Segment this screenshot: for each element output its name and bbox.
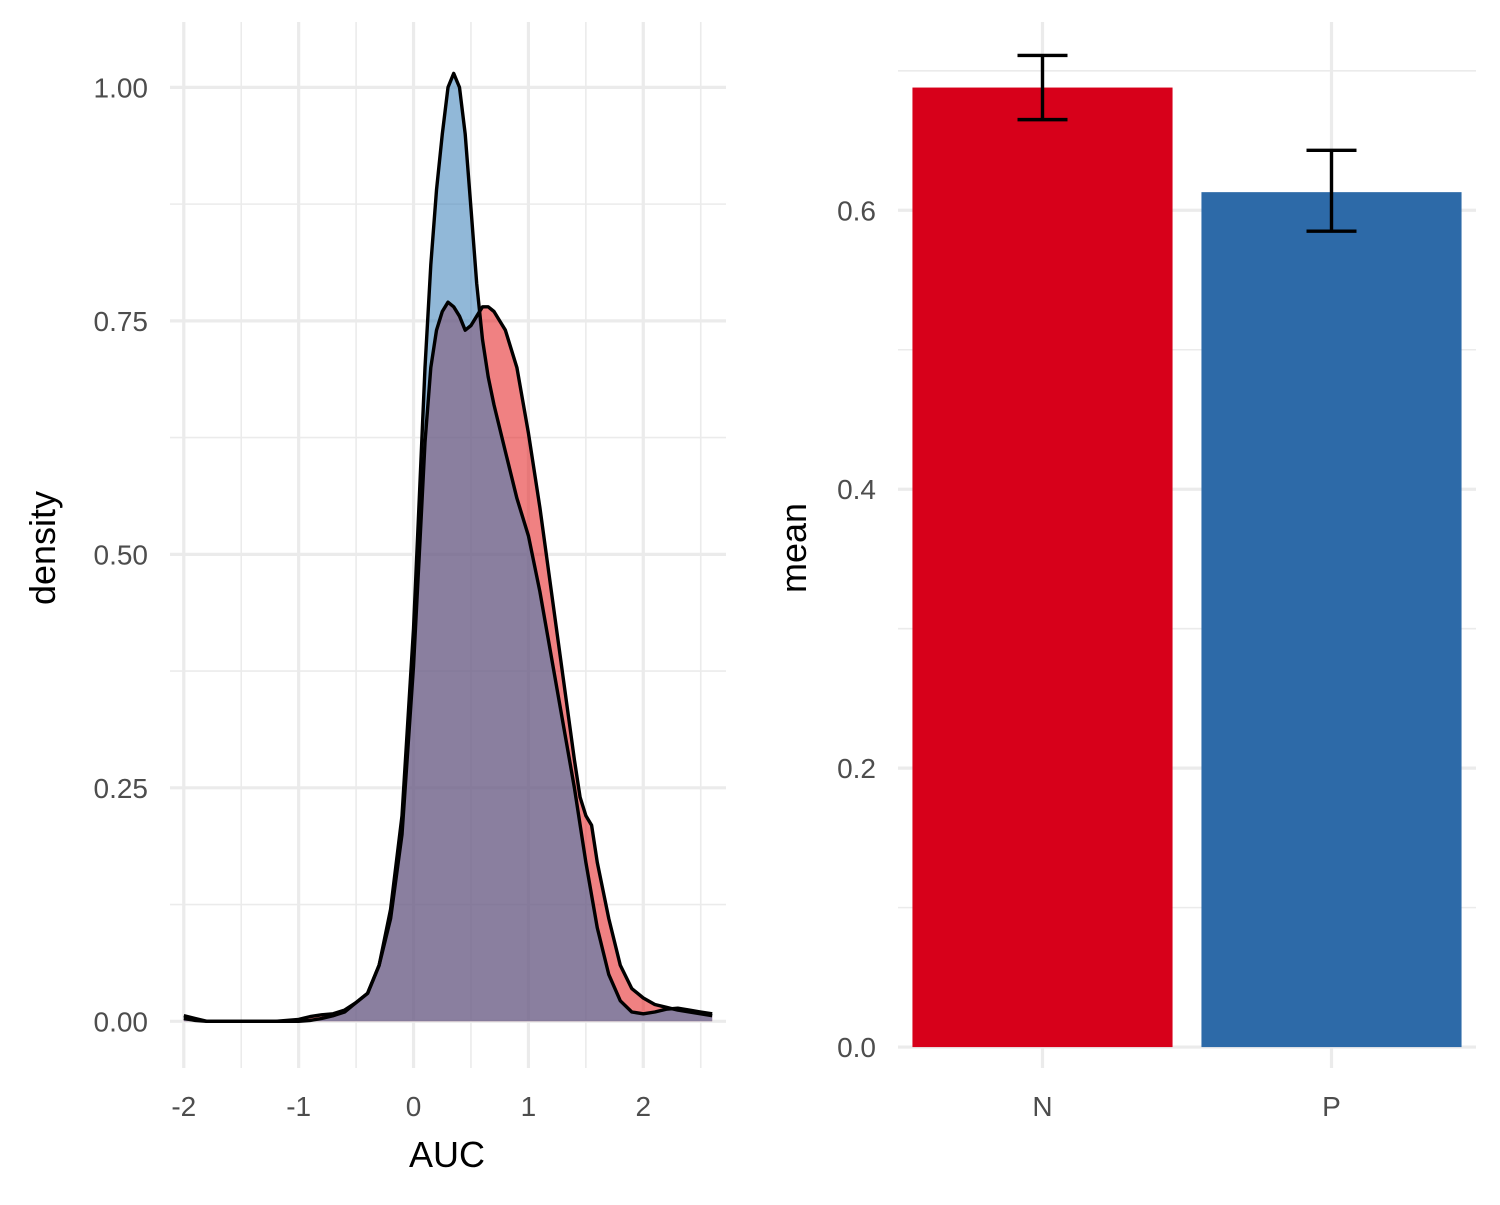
density-y-tick-label: 0.25 xyxy=(94,773,149,804)
bar-P xyxy=(1201,192,1462,1048)
bar-y-tick-label: 0.2 xyxy=(837,753,876,784)
bar-x-tick-label: P xyxy=(1322,1091,1341,1122)
density-outline-1 xyxy=(183,71,713,1023)
bar-y-tick-label: 0.0 xyxy=(837,1032,876,1063)
bar-x-tick-label: N xyxy=(1032,1091,1052,1122)
density-x-tick-label: 0 xyxy=(406,1091,422,1122)
density-x-tick-label: -1 xyxy=(286,1091,311,1122)
density-x-tick-labels: -2 -1 0 1 2 xyxy=(171,1091,651,1122)
bar-y-tick-labels: 0.0 0.2 0.4 0.6 xyxy=(837,195,876,1063)
density-series xyxy=(183,71,713,1023)
density-x-tick-label: -2 xyxy=(171,1091,196,1122)
density-area-1 xyxy=(183,73,713,1022)
bar-y-tick-label: 0.4 xyxy=(837,474,876,505)
error-bar-P xyxy=(1306,148,1357,233)
density-y-axis-title: density xyxy=(22,491,63,605)
bar-N xyxy=(912,87,1173,1048)
density-y-tick-label: 0.75 xyxy=(94,306,149,337)
density-y-tick-labels: 0.00 0.25 0.50 0.75 1.00 xyxy=(94,72,149,1037)
density-y-tick-label: 0.00 xyxy=(94,1006,149,1037)
density-x-axis-title: AUC xyxy=(409,1134,485,1175)
density-outline-0 xyxy=(183,300,713,1023)
density-y-tick-label: 1.00 xyxy=(94,72,149,103)
bar-y-tick-label: 0.6 xyxy=(837,195,876,226)
error-bar-N xyxy=(1017,53,1068,122)
bar-series xyxy=(912,53,1462,1048)
density-x-tick-label: 1 xyxy=(521,1091,537,1122)
density-panel: 0.00 0.25 0.50 0.75 1.00 -2 -1 0 1 2 AUC density xyxy=(22,22,726,1175)
density-y-tick-label: 0.50 xyxy=(94,539,149,570)
bar-y-axis-title: mean xyxy=(773,503,814,593)
density-x-tick-label: 2 xyxy=(636,1091,652,1122)
